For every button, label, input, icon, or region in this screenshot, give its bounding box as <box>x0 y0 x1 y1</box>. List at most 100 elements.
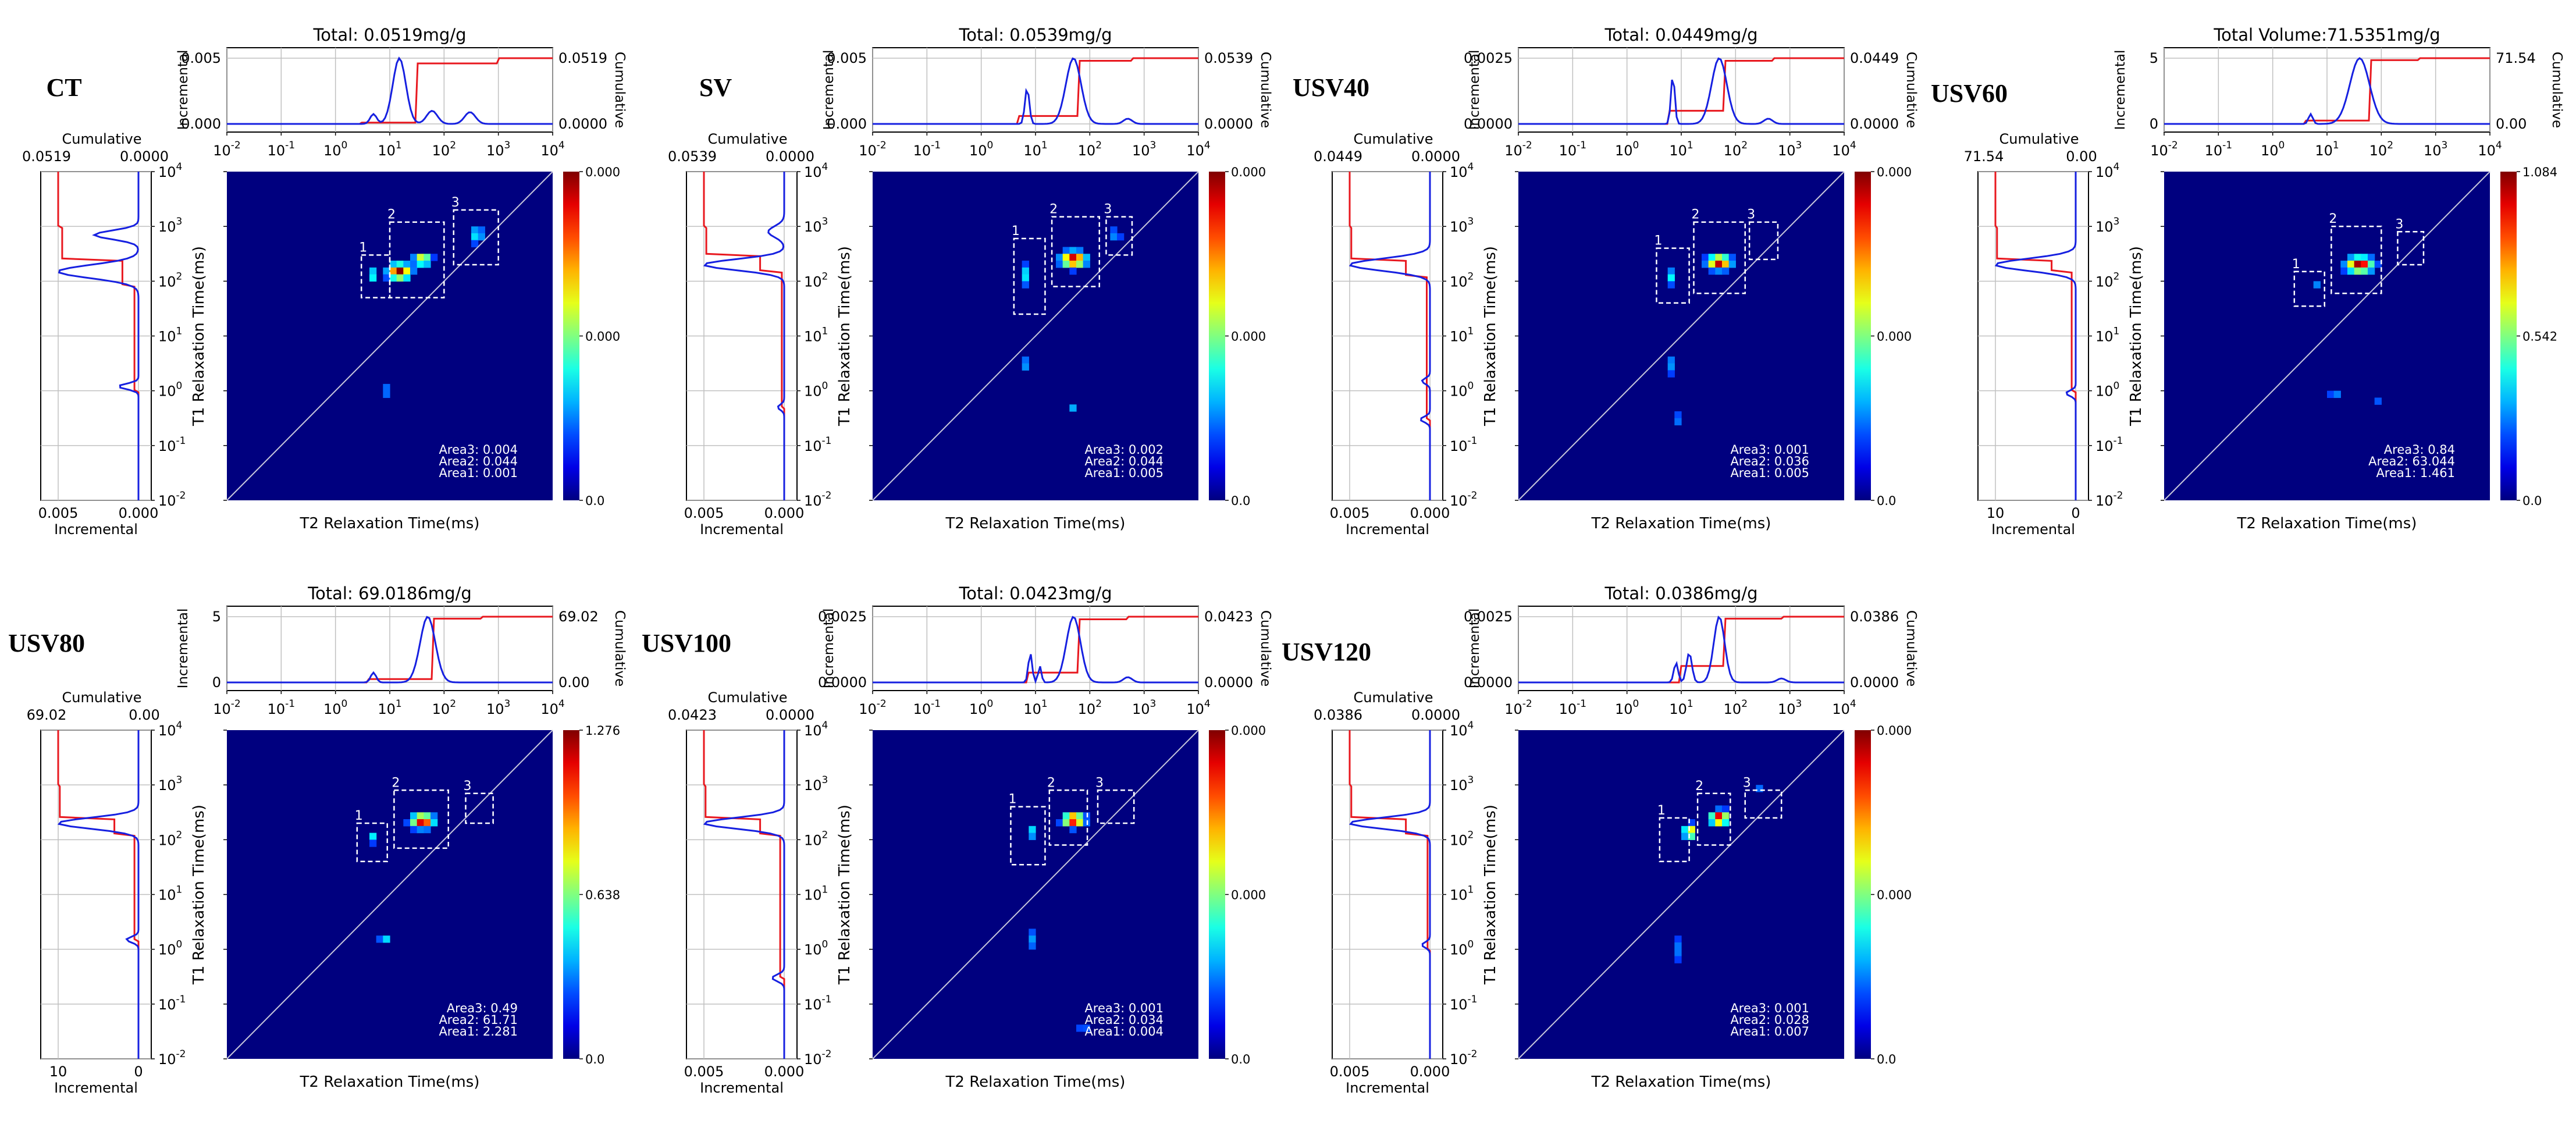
heatmap-cell <box>1069 826 1077 834</box>
t2-tick-label: 101 <box>378 140 401 159</box>
t1-tick-label: 104 <box>158 720 182 739</box>
left-incremental-tick-label: 10 <box>49 1063 67 1080</box>
heatmap-cell <box>383 390 390 399</box>
t2-tick-label: 100 <box>2261 140 2285 159</box>
incremental-tick-label: 5 <box>2150 50 2158 66</box>
colorbar-tick-label: 0.638 <box>585 888 620 902</box>
heatmap-cell <box>1702 254 1709 261</box>
t1-tick-label: 101 <box>2095 326 2119 345</box>
heatmap-cell <box>1069 812 1077 820</box>
region-box-2 <box>1051 216 1101 287</box>
left-incremental-label: Incremental <box>54 1080 138 1096</box>
t2-tick-label: 101 <box>1669 140 1693 159</box>
colorbar-tick-label: 0.0 <box>585 494 604 508</box>
heatmap-cell <box>369 840 377 847</box>
region-box-1 <box>1013 237 1046 315</box>
t2-axis-label: T2 Relaxation Time(ms) <box>2237 515 2417 532</box>
incremental-tick-label: 0.0000 <box>1464 674 1513 691</box>
sample-label: USV60 <box>1931 79 2008 108</box>
region-box-3 <box>2397 231 2425 266</box>
left-incremental-tick-label: 0 <box>134 1063 143 1080</box>
heatmap-cell <box>1708 819 1716 827</box>
heatmap-cell <box>390 267 397 275</box>
left-cumulative-label: Cumulative <box>1999 131 2079 147</box>
left-incremental-curve <box>58 172 140 500</box>
top-incremental-label: Incremental <box>821 609 837 689</box>
t1-tick-label: 104 <box>1450 161 1474 180</box>
cumulative-tick-label: 69.02 <box>558 609 599 625</box>
region-label-2: 2 <box>1695 779 1703 794</box>
t2-axis-label: T2 Relaxation Time(ms) <box>300 515 480 532</box>
t1-tick-label: 101 <box>158 884 182 904</box>
t2-tick-label: 101 <box>378 698 401 717</box>
heatmap-cell <box>403 819 411 827</box>
heatmap-cell <box>1674 956 1682 963</box>
area-text: Area3: 0.84 <box>2384 443 2455 457</box>
colorbar-tick-label: 0.000 <box>1231 724 1266 738</box>
t2-tick-label: 10-2 <box>1504 698 1532 717</box>
cumulative-tick-label: 0.0000 <box>1204 674 1253 691</box>
t2-axis-label: T2 Relaxation Time(ms) <box>945 515 1126 532</box>
incremental-tick-label: 0.0025 <box>1464 50 1513 66</box>
left-cumulative-tick-label: 0.0386 <box>1314 707 1362 723</box>
heatmap-cell <box>424 812 431 820</box>
heatmap-cell <box>1674 411 1682 419</box>
left-cumulative-tick-label: 0.0449 <box>1314 148 1362 165</box>
left-cumulative-tick-label: 0.00 <box>129 707 159 723</box>
t2-tick-label: 103 <box>2424 140 2447 159</box>
left-cumulative-label: Cumulative <box>708 131 788 147</box>
heatmap-cell <box>1062 254 1070 261</box>
heatmap-cell <box>2340 261 2348 268</box>
left-cumulative-label: Cumulative <box>1354 131 1433 147</box>
t2-tick-label: 10-2 <box>859 698 887 717</box>
region-box-3 <box>465 792 494 824</box>
t2-tick-label: 102 <box>432 698 456 717</box>
t1-tick-label: 103 <box>2095 216 2119 235</box>
t2-tick-label: 103 <box>1778 698 1802 717</box>
t2-tick-label: 101 <box>2315 140 2339 159</box>
t2-tick-label: 102 <box>1724 698 1748 717</box>
t1-tick-label: 100 <box>158 939 182 958</box>
top-incremental-label: Incremental <box>1467 609 1482 689</box>
heatmap-cell <box>417 254 424 261</box>
incremental-curve <box>227 56 553 125</box>
colorbar-tick-label: 0.000 <box>1231 330 1266 344</box>
left-incremental-tick-label: 10 <box>1987 505 2005 521</box>
left-incremental-tick-label: 0.005 <box>38 505 79 521</box>
left-incremental-curve <box>1349 730 1431 1059</box>
heatmap-cell <box>1029 833 1036 840</box>
t1-axis-label: T1 Relaxation Time(ms) <box>836 805 853 985</box>
heatmap-cell <box>1722 812 1730 820</box>
colorbar-tick-label: 0.000 <box>1877 724 1912 738</box>
area-text: Area2: 0.034 <box>1084 1013 1164 1027</box>
heatmap-cell <box>1681 833 1689 840</box>
area-text: Area1: 0.007 <box>1730 1025 1809 1038</box>
area-text: Area1: 0.005 <box>1730 466 1809 480</box>
heatmap-cell <box>2347 254 2355 261</box>
t1-tick-label: 103 <box>1450 774 1474 794</box>
t1-tick-label: 10-2 <box>804 1048 832 1068</box>
t1-tick-label: 104 <box>804 161 828 180</box>
heatmap-cell <box>430 254 438 261</box>
t1-projection-plot: 10-210-11001011021031040.0050.05190.0000… <box>22 131 186 538</box>
t2-tick-label: 10-1 <box>913 140 941 159</box>
top-incremental-label: Incremental <box>176 50 191 130</box>
region-label-1: 1 <box>355 809 363 823</box>
heatmap-cell <box>1667 363 1675 371</box>
left-cumulative-tick-label: 71.54 <box>1964 148 2004 165</box>
area-text: Area2: 61.71 <box>439 1013 518 1027</box>
left-cumulative-tick-label: 0.0519 <box>22 148 71 165</box>
chart-title: Total: 69.0186mg/g <box>307 584 471 603</box>
colorbar-tick-label: 0.0 <box>1231 1052 1250 1066</box>
colorbar-tick-label: 0.0 <box>585 1052 604 1066</box>
diagonal-line <box>872 171 1199 501</box>
heatmap-cell <box>1022 274 1029 282</box>
t2-tick-label: 102 <box>2369 140 2393 159</box>
t1-tick-label: 10-1 <box>1450 994 1478 1013</box>
t2-tick-label: 100 <box>1615 140 1639 159</box>
